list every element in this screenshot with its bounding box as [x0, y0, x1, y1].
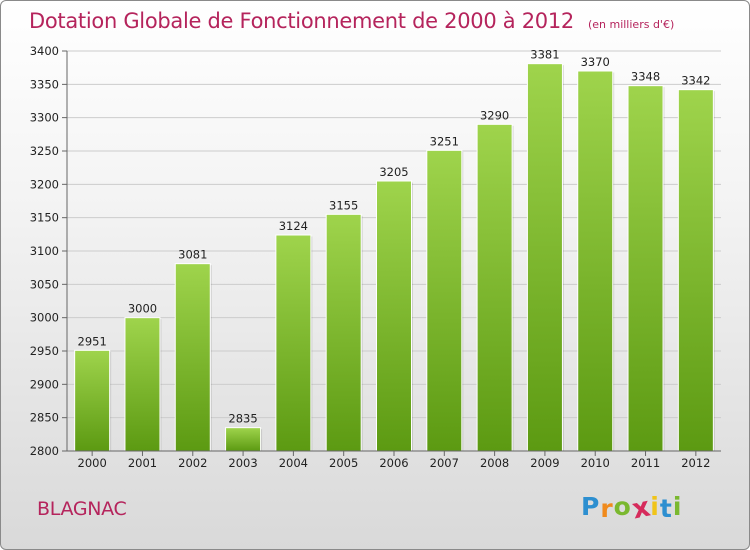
x-axis-tick-labels: 2000 2001 2002 2003 2004 2005 2006 2007 2008 2009…: [78, 451, 710, 470]
y-tick-label: 2850: [30, 411, 59, 425]
logo-letter: t: [659, 494, 673, 523]
logo-letter: i: [650, 492, 660, 521]
bar-value-label: 3205: [379, 165, 408, 179]
x-tick-label: 2005: [329, 456, 358, 470]
y-tick-label: 2900: [30, 377, 59, 391]
x-tick-label: 2001: [128, 456, 157, 470]
bar-value-label: 3124: [279, 219, 308, 233]
bar: [325, 213, 362, 452]
y-tick-label: 3400: [30, 44, 59, 58]
y-axis-tick-labels: 2800 2850 2900 2950 3000 3050 3100 3150 3200 3250…: [30, 44, 67, 458]
x-tick-label: 2003: [228, 456, 257, 470]
x-tick-label: 2011: [631, 456, 660, 470]
bar-value-label: 3251: [430, 134, 459, 148]
logo-letter: i: [672, 492, 683, 521]
x-tick-label: 2012: [681, 456, 710, 470]
bar: [426, 149, 463, 452]
y-tick-label: 3350: [30, 77, 59, 91]
logo-letter: o: [613, 492, 632, 521]
bar: [627, 85, 664, 452]
bar: [677, 89, 714, 452]
y-tick-label: 3300: [30, 111, 59, 125]
bar-value-label: 3381: [530, 48, 559, 62]
bar-value-label: 3155: [329, 198, 358, 212]
bar: [124, 317, 161, 452]
chart-title: Dotation Globale de Fonctionnement de 20…: [29, 9, 674, 33]
y-tick-label: 2950: [30, 344, 59, 358]
y-tick-label: 3100: [30, 244, 59, 258]
logo-letter: r: [600, 494, 614, 523]
bar: [577, 70, 614, 452]
x-tick-label: 2004: [279, 456, 308, 470]
y-tick-label: 3000: [30, 311, 59, 325]
chart-subtitle: (en milliers d'€): [587, 18, 675, 31]
x-tick-label: 2002: [178, 456, 207, 470]
bar: [476, 123, 513, 452]
bar: [74, 349, 111, 452]
x-tick-label: 2007: [430, 456, 459, 470]
bar: [376, 180, 412, 452]
bar: [174, 263, 211, 452]
x-tick-label: 2008: [480, 456, 509, 470]
proxiti-logo[interactable]: Proxiti: [581, 491, 683, 525]
bar-value-label: 3000: [128, 302, 157, 316]
x-tick-label: 2010: [581, 456, 610, 470]
bar-value-label: 3081: [178, 248, 207, 262]
y-tick-label: 2800: [30, 444, 59, 458]
bar-value-label: 2835: [228, 412, 257, 426]
x-tick-label: 2006: [379, 456, 408, 470]
bar: [526, 63, 563, 452]
y-tick-label: 3050: [30, 277, 59, 291]
bar-value-label: 2951: [78, 334, 107, 348]
title-text: Dotation Globale de Fonctionnement de 20…: [29, 9, 574, 33]
x-tick-label: 2009: [530, 456, 559, 470]
bar-value-label: 3290: [480, 108, 509, 122]
bar-value-label: 3370: [581, 55, 610, 69]
bar: [225, 427, 262, 452]
logo-letter: P: [581, 492, 601, 521]
bars: 2951 3000 3081 2835 3124 3155 3205 3251 3290 3381…: [74, 48, 715, 452]
y-tick-label: 3200: [30, 177, 59, 191]
bar-value-label: 3342: [681, 74, 710, 88]
bar: [275, 234, 312, 452]
bar-value-label: 3348: [631, 70, 660, 84]
city-name: BLAGNAC: [37, 498, 127, 520]
y-tick-label: 3250: [30, 144, 59, 158]
y-tick-label: 3150: [30, 211, 59, 225]
x-tick-label: 2000: [78, 456, 107, 470]
